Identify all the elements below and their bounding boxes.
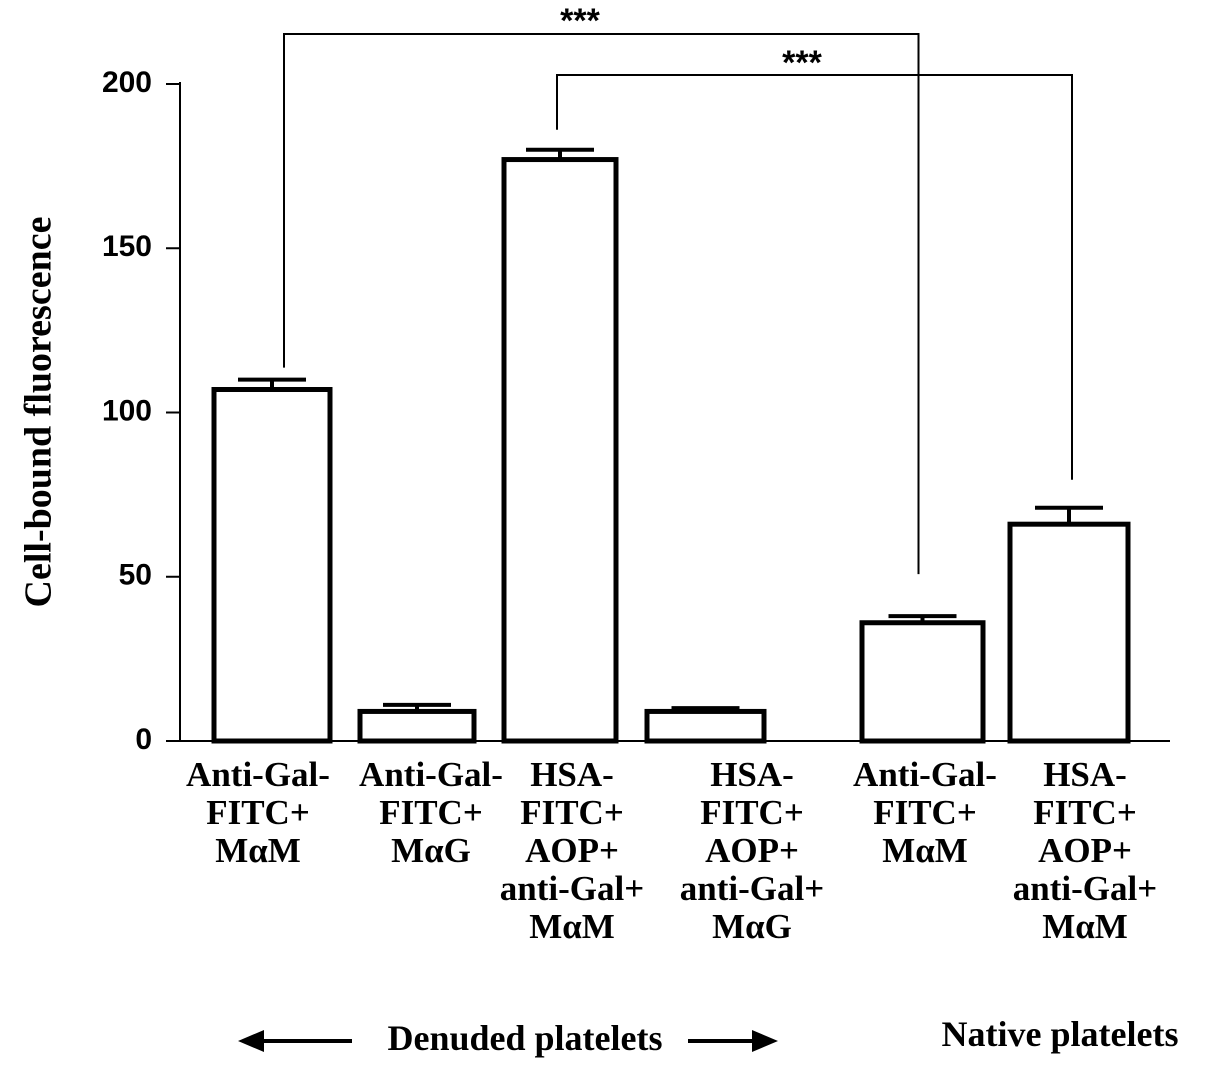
- x-tick-label: anti-Gal+: [1013, 869, 1157, 908]
- x-tick-label: Anti-Gal-: [853, 755, 997, 794]
- x-tick-label: FITC+: [520, 793, 624, 832]
- x-tick-label: FITC+: [379, 793, 483, 832]
- left-arrow-head: [238, 1030, 264, 1052]
- x-tick-label: MαG: [391, 831, 471, 870]
- x-tick-label: anti-Gal+: [680, 869, 824, 908]
- x-tick-label: HSA-: [530, 755, 614, 794]
- bar: [859, 620, 986, 744]
- x-tick-label: FITC+: [206, 793, 310, 832]
- x-tick-label: FITC+: [700, 793, 804, 832]
- y-tick-label: 150: [102, 230, 152, 263]
- x-tick-label: FITC+: [873, 793, 977, 832]
- x-tick-label: anti-Gal+: [500, 869, 644, 908]
- significance-label: ***: [782, 44, 822, 82]
- significance-bracket: [283, 33, 920, 575]
- group-label-native: Native platelets: [942, 1014, 1179, 1054]
- x-tick-label: MαM: [882, 831, 968, 870]
- group-label-denuded: Denuded platelets: [387, 1018, 662, 1058]
- bar: [357, 708, 477, 744]
- x-tick-label: HSA-: [1043, 755, 1127, 794]
- x-tick-label: AOP+: [1038, 831, 1132, 870]
- significance-label: ***: [560, 2, 600, 40]
- x-tick-label: AOP+: [705, 831, 799, 870]
- bar: [501, 157, 619, 744]
- y-tick-label: 200: [102, 66, 152, 99]
- y-axis-label: Cell-bound fluorescence: [18, 217, 60, 608]
- y-tick-label: 100: [102, 394, 152, 427]
- y-tick-label: 50: [119, 559, 152, 592]
- significance-bracket: [556, 74, 1073, 480]
- bar: [644, 708, 767, 744]
- right-arrow-head: [752, 1030, 778, 1052]
- x-tick-label: Anti-Gal-: [186, 755, 330, 794]
- x-tick-label: Anti-Gal-: [359, 755, 503, 794]
- bar: [211, 387, 333, 744]
- x-tick-label: HSA-: [710, 755, 794, 794]
- bar: [1007, 521, 1131, 744]
- x-tick-label: MαG: [712, 907, 792, 946]
- x-tick-label: FITC+: [1033, 793, 1137, 832]
- x-tick-label: MαM: [529, 907, 615, 946]
- x-tick-label: AOP+: [525, 831, 619, 870]
- x-tick-label: MαM: [215, 831, 301, 870]
- x-tick-label: MαM: [1042, 907, 1128, 946]
- y-tick-label: 0: [135, 723, 152, 756]
